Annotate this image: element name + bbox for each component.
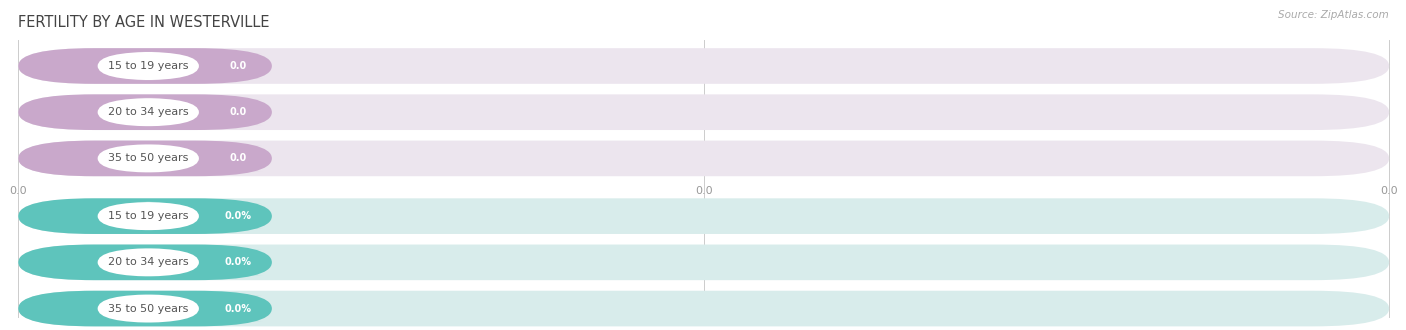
FancyBboxPatch shape bbox=[18, 291, 271, 326]
FancyBboxPatch shape bbox=[97, 52, 200, 80]
Text: 0.0: 0.0 bbox=[229, 153, 247, 163]
FancyBboxPatch shape bbox=[97, 294, 200, 323]
Text: 0.0: 0.0 bbox=[229, 107, 247, 117]
FancyBboxPatch shape bbox=[18, 94, 271, 130]
FancyBboxPatch shape bbox=[18, 198, 1389, 234]
FancyBboxPatch shape bbox=[18, 245, 271, 280]
Text: 0.0: 0.0 bbox=[10, 185, 27, 196]
Text: 35 to 50 years: 35 to 50 years bbox=[108, 153, 188, 163]
FancyBboxPatch shape bbox=[208, 203, 269, 229]
FancyBboxPatch shape bbox=[97, 98, 200, 126]
Text: 0.0%: 0.0% bbox=[225, 211, 252, 221]
FancyBboxPatch shape bbox=[97, 202, 200, 230]
FancyBboxPatch shape bbox=[208, 99, 269, 125]
FancyBboxPatch shape bbox=[18, 48, 271, 84]
FancyBboxPatch shape bbox=[97, 144, 200, 173]
Text: 0.0: 0.0 bbox=[1381, 185, 1398, 196]
FancyBboxPatch shape bbox=[208, 53, 269, 79]
Text: Source: ZipAtlas.com: Source: ZipAtlas.com bbox=[1278, 10, 1389, 20]
Text: 35 to 50 years: 35 to 50 years bbox=[108, 304, 188, 314]
Text: 15 to 19 years: 15 to 19 years bbox=[108, 61, 188, 71]
Text: 15 to 19 years: 15 to 19 years bbox=[108, 211, 188, 221]
FancyBboxPatch shape bbox=[18, 141, 1389, 176]
FancyBboxPatch shape bbox=[208, 146, 269, 171]
Text: 0.0: 0.0 bbox=[229, 61, 247, 71]
Text: 20 to 34 years: 20 to 34 years bbox=[108, 107, 188, 117]
FancyBboxPatch shape bbox=[208, 296, 269, 321]
FancyBboxPatch shape bbox=[208, 249, 269, 275]
FancyBboxPatch shape bbox=[18, 198, 271, 234]
Text: 20 to 34 years: 20 to 34 years bbox=[108, 257, 188, 267]
Text: 0.0: 0.0 bbox=[695, 185, 713, 196]
FancyBboxPatch shape bbox=[18, 48, 1389, 84]
FancyBboxPatch shape bbox=[18, 291, 1389, 326]
Text: 0.0%: 0.0% bbox=[225, 304, 252, 314]
Text: FERTILITY BY AGE IN WESTERVILLE: FERTILITY BY AGE IN WESTERVILLE bbox=[18, 15, 270, 30]
FancyBboxPatch shape bbox=[97, 248, 200, 277]
FancyBboxPatch shape bbox=[18, 245, 1389, 280]
FancyBboxPatch shape bbox=[18, 94, 1389, 130]
Text: 0.0%: 0.0% bbox=[225, 257, 252, 267]
FancyBboxPatch shape bbox=[18, 141, 271, 176]
